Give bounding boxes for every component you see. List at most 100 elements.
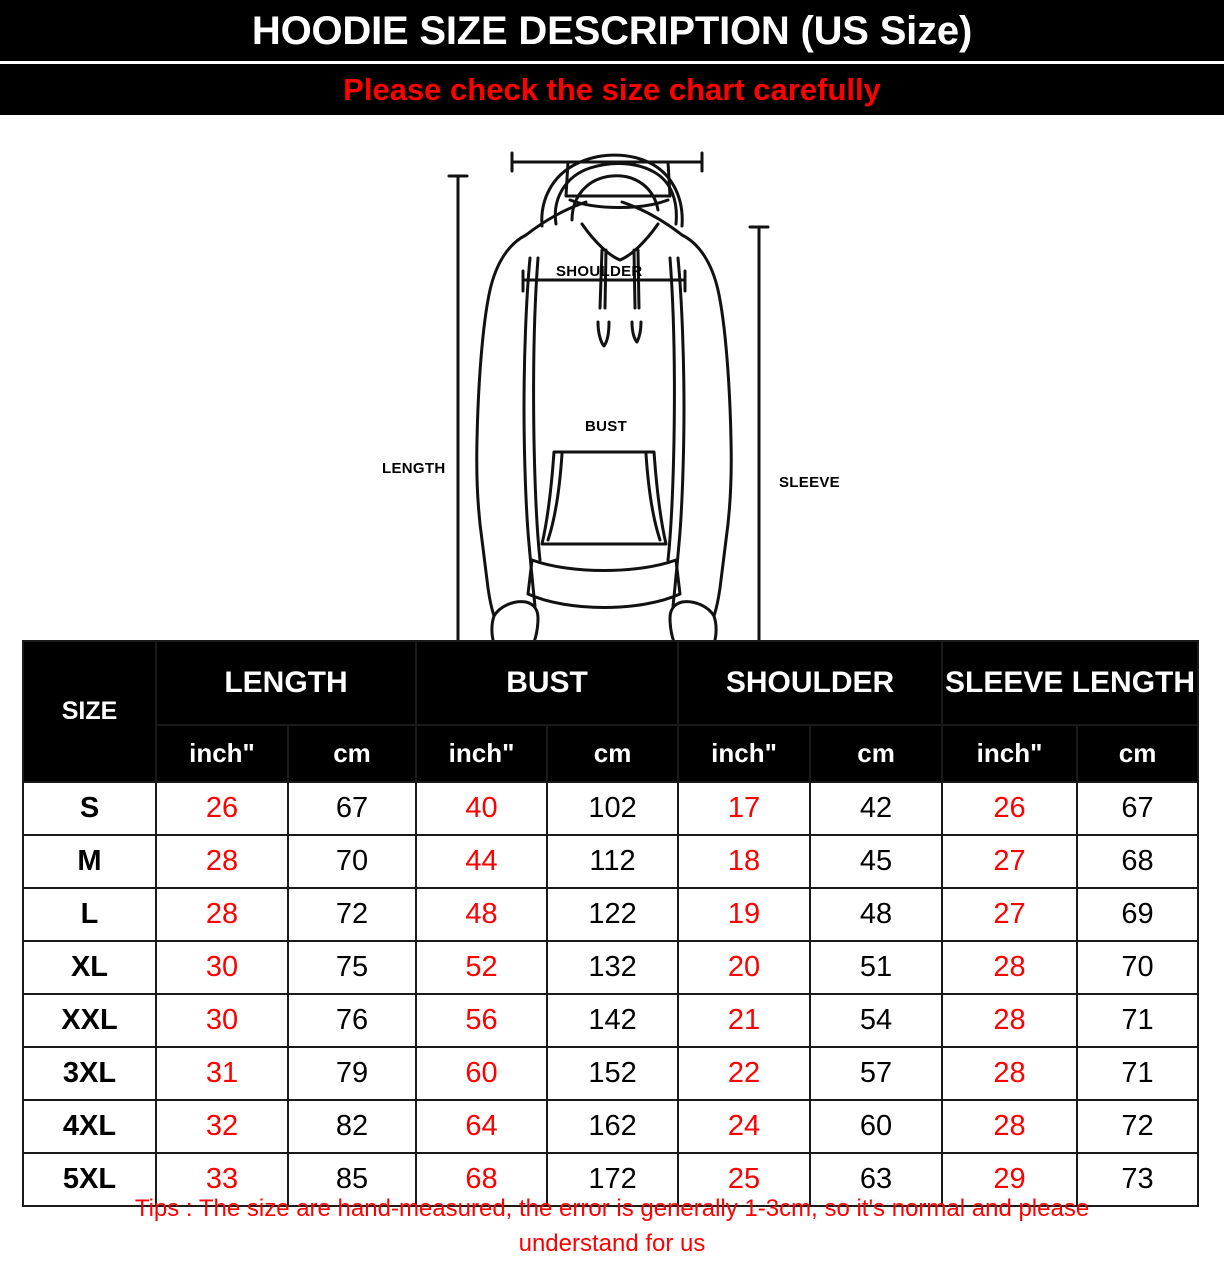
- table-row: XL 30 75 52 132 20 51 28 70: [22, 940, 1200, 995]
- table-row: S 26 67 40 102 17 42 26 67: [22, 781, 1200, 836]
- cell-bust-inch: 40: [415, 781, 549, 836]
- cell-shoulder-cm: 60: [809, 1099, 944, 1154]
- cell-shoulder-cm: 57: [809, 1046, 944, 1101]
- cell-sleeve-cm: 72: [1076, 1099, 1200, 1154]
- hoodie-illustration-icon: [447, 151, 770, 669]
- hoodie-left-sleeve-outer: [475, 233, 528, 618]
- table-row: 3XL 31 79 60 152 22 57 28 71: [22, 1046, 1200, 1101]
- header-unit-length-cm: cm: [286, 724, 418, 783]
- hoodie-drawstring-tip-right: [630, 320, 643, 344]
- cell-sleeve-inch: 29: [941, 1152, 1079, 1207]
- hoodie-drawstring-left: [598, 248, 608, 310]
- cell-length-inch: 28: [155, 834, 289, 889]
- cell-length-cm: 85: [286, 1152, 418, 1207]
- hoodie-right-shoulder: [620, 200, 684, 237]
- hoodie-hood-fold-2: [570, 174, 660, 222]
- table-header-row-units: inch" cm inch" cm inch" cm inch" cm: [23, 724, 1200, 783]
- cell-length-inch: 31: [155, 1046, 289, 1101]
- table-row: 5XL 33 85 68 172 25 63 29 73: [22, 1152, 1200, 1207]
- cell-shoulder-inch: 24: [677, 1099, 812, 1154]
- cell-bust-cm: 122: [546, 887, 680, 942]
- sleeve-dimension-line: [748, 225, 770, 669]
- cell-sleeve-cm: 71: [1076, 1046, 1200, 1101]
- cell-shoulder-inch: 25: [677, 1152, 812, 1207]
- cell-length-cm: 70: [286, 834, 418, 889]
- cell-shoulder-cm: 45: [809, 834, 944, 889]
- cell-bust-cm: 132: [546, 940, 680, 995]
- cell-length-inch: 30: [155, 993, 289, 1048]
- hoodie-body-right-edge: [666, 256, 676, 562]
- cell-shoulder-cm: 63: [809, 1152, 944, 1207]
- cell-length-cm: 72: [286, 887, 418, 942]
- table-row: M 28 70 44 112 18 45 27 68: [22, 834, 1200, 889]
- header-group-length: LENGTH: [154, 640, 418, 726]
- cell-bust-cm: 112: [546, 834, 680, 889]
- hoodie-pocket-seam-right: [644, 452, 662, 542]
- cell-length-inch: 30: [155, 940, 289, 995]
- cell-bust-inch: 52: [415, 940, 549, 995]
- tips-line-2: understand for us: [518, 1229, 706, 1257]
- cell-sleeve-inch: 27: [941, 887, 1079, 942]
- cell-sleeve-inch: 28: [941, 993, 1079, 1048]
- hoodie-diagram-area: SHOULDER BUST LENGTH SLEEVE Made by Poly…: [0, 115, 1224, 725]
- cell-shoulder-cm: 54: [809, 993, 944, 1048]
- header-unit-sleeve-inch: inch": [941, 724, 1079, 783]
- cell-shoulder-cm: 51: [809, 940, 944, 995]
- cell-length-inch: 28: [155, 887, 289, 942]
- cell-sleeve-inch: 28: [941, 1099, 1079, 1154]
- hoodie-drawstring-right: [632, 248, 641, 310]
- hoodie-collar-edge: [568, 198, 670, 209]
- hoodie-pocket-seam-left: [546, 452, 564, 542]
- cell-bust-cm: 142: [546, 993, 680, 1048]
- cell-size: S: [22, 781, 157, 836]
- cell-sleeve-cm: 71: [1076, 993, 1200, 1048]
- cell-bust-inch: 48: [415, 887, 549, 942]
- cell-shoulder-inch: 18: [677, 834, 812, 889]
- table-row: 4XL 32 82 64 162 24 60 28 72: [22, 1099, 1200, 1154]
- cell-sleeve-cm: 73: [1076, 1152, 1200, 1207]
- header-size: SIZE: [22, 640, 157, 783]
- page-title: HOODIE SIZE DESCRIPTION (US Size): [251, 8, 973, 53]
- cell-sleeve-inch: 28: [941, 940, 1079, 995]
- hoodie-hem-band: [526, 558, 682, 609]
- cell-bust-inch: 44: [415, 834, 549, 889]
- cell-bust-inch: 64: [415, 1099, 549, 1154]
- header-unit-bust-inch: inch": [415, 724, 549, 783]
- cell-shoulder-inch: 20: [677, 940, 812, 995]
- cell-size: XL: [22, 940, 157, 995]
- cell-bust-inch: 56: [415, 993, 549, 1048]
- tips-line-1: Tips : The size are hand-measured, the e…: [134, 1195, 1090, 1222]
- cell-bust-cm: 172: [546, 1152, 680, 1207]
- size-chart-table: SIZE LENGTH BUST SHOULDER SLEEVE LENGTH …: [22, 640, 1200, 1207]
- cell-bust-inch: 68: [415, 1152, 549, 1207]
- hoodie-neckline: [580, 222, 660, 262]
- cell-bust-inch: 60: [415, 1046, 549, 1101]
- cell-sleeve-inch: 28: [941, 1046, 1079, 1101]
- cell-size: 3XL: [22, 1046, 157, 1101]
- page-subtitle: Please check the size chart carefully: [343, 72, 881, 107]
- table-head: SIZE LENGTH BUST SHOULDER SLEEVE LENGTH …: [22, 640, 1200, 783]
- hoodie-right-sleeve-outer: [680, 233, 733, 618]
- cell-shoulder-cm: 42: [809, 781, 944, 836]
- banner-divider: [0, 61, 1224, 64]
- cell-shoulder-cm: 48: [809, 887, 944, 942]
- cell-bust-cm: 102: [546, 781, 680, 836]
- cell-length-inch: 32: [155, 1099, 289, 1154]
- table-row: L 28 72 48 122 19 48 27 69: [22, 887, 1200, 942]
- header-unit-shoulder-inch: inch": [677, 724, 812, 783]
- cell-shoulder-inch: 17: [677, 781, 812, 836]
- bust-label: BUST: [585, 418, 628, 435]
- cell-length-cm: 82: [286, 1099, 418, 1154]
- sleeve-label: SLEEVE: [779, 474, 840, 491]
- header-group-sleeve-length: SLEEVE LENGTH: [941, 640, 1200, 726]
- header-unit-shoulder-cm: cm: [809, 724, 944, 783]
- size-chart-table-container: SIZE LENGTH BUST SHOULDER SLEEVE LENGTH …: [22, 640, 1200, 1207]
- header-group-bust: BUST: [415, 640, 680, 726]
- hoodie-hood-outer: [540, 153, 684, 228]
- table-header-row-groups: SIZE LENGTH BUST SHOULDER SLEEVE LENGTH: [22, 640, 1200, 783]
- shoulder-label: SHOULDER: [556, 263, 643, 280]
- cell-sleeve-cm: 70: [1076, 940, 1200, 995]
- header-unit-bust-cm: cm: [546, 724, 680, 783]
- cell-length-inch: 26: [155, 781, 289, 836]
- title-banner: HOODIE SIZE DESCRIPTION (US Size): [0, 0, 1224, 61]
